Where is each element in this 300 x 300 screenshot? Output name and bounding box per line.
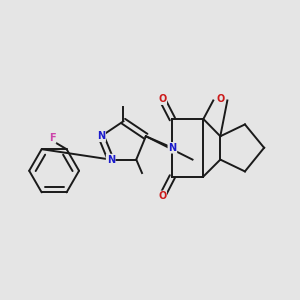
- Text: O: O: [158, 94, 166, 104]
- Text: O: O: [158, 191, 166, 201]
- Text: N: N: [106, 154, 115, 165]
- Text: F: F: [49, 133, 56, 143]
- Text: N: N: [168, 143, 176, 153]
- Text: N: N: [97, 131, 105, 141]
- Text: O: O: [216, 94, 224, 104]
